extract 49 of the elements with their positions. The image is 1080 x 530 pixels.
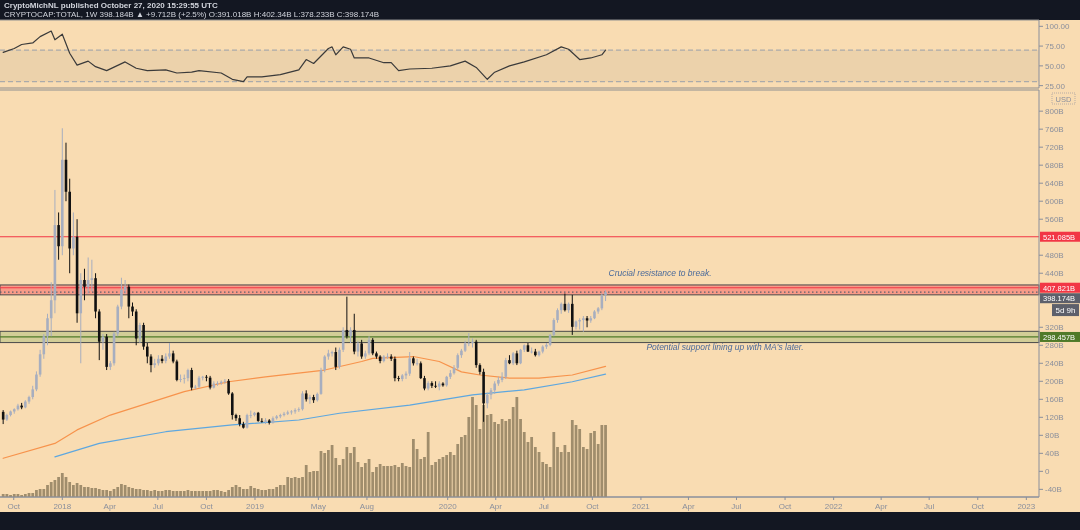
y-tick-label: 680B <box>1045 161 1064 171</box>
annotation: Potential support lining up with MA's later. <box>646 342 804 352</box>
x-tick-label: Apr <box>103 502 117 511</box>
x-tick-label: Oct <box>7 502 21 511</box>
y-tick-label: 600B <box>1045 197 1064 207</box>
y-tick-label: 25.00 <box>1045 81 1066 91</box>
x-tick-label: Apr <box>489 502 503 511</box>
x-tick-label: Oct <box>586 502 600 511</box>
x-tick-label: Apr <box>682 502 695 511</box>
y-tick-label: 0 <box>1045 467 1050 477</box>
x-tick-label: Jul <box>538 502 550 511</box>
y-tick-label: 640B <box>1045 179 1064 189</box>
y-tick-label: 75.00 <box>1045 42 1066 52</box>
y-tick-label: 240B <box>1045 359 1064 369</box>
chart-subtitle: CRYPTOCAP:TOTAL, 1W 398.184B ▲ +9.712B (+2.5%) O:391.018B H:402.34B L:378.233B C:398.174B <box>4 10 380 19</box>
y-tick-label: 320B <box>1045 323 1064 333</box>
x-tick-label: 2019 <box>246 502 265 511</box>
annotation: Crucial resistance to break. <box>608 268 712 278</box>
y-tick-label: 720B <box>1045 143 1064 153</box>
y-tick-label: 80B <box>1045 431 1060 441</box>
y-tick-label: 800B <box>1045 107 1064 117</box>
y-tick-label: 40B <box>1045 449 1060 459</box>
y-tick-label: 100.00 <box>1045 22 1071 32</box>
x-tick-label: 2023 <box>1017 502 1036 511</box>
x-tick-label: Apr <box>874 502 888 511</box>
y-tick-label: 50.00 <box>1045 61 1066 71</box>
text: 5d 9h <box>1055 306 1076 316</box>
x-tick-label: Oct <box>778 502 793 511</box>
x-tick-label: 2020 <box>438 502 458 511</box>
y-tick-label: 280B <box>1045 341 1064 351</box>
x-tick-label: Jul <box>924 502 935 511</box>
x-tick-label: 2018 <box>53 502 72 511</box>
y-tick-label: 200B <box>1045 377 1064 387</box>
chart-title: CryptoMichNL published October 27, 2020 15:29:55 UTC <box>4 1 218 10</box>
x-tick-label: May <box>310 502 326 511</box>
x-tick-label: Oct <box>200 502 214 511</box>
y-tick-label: -40B <box>1045 485 1062 495</box>
x-tick-label: Jul <box>152 502 164 511</box>
x-tick-label: Oct <box>971 502 985 511</box>
y-tick-label: 440B <box>1045 269 1064 279</box>
x-tick-label: Jul <box>731 502 742 511</box>
x-tick-label: 2022 <box>824 502 844 511</box>
y-tick-label: 120B <box>1045 413 1064 423</box>
x-tick-label: Aug <box>359 502 375 511</box>
y-tick-label: 560B <box>1045 215 1064 225</box>
x-tick-label: 2021 <box>632 502 651 511</box>
y-tick-label: 160B <box>1045 395 1064 405</box>
y-tick-label: 760B <box>1045 125 1064 135</box>
y-tick-label: 480B <box>1045 251 1064 261</box>
